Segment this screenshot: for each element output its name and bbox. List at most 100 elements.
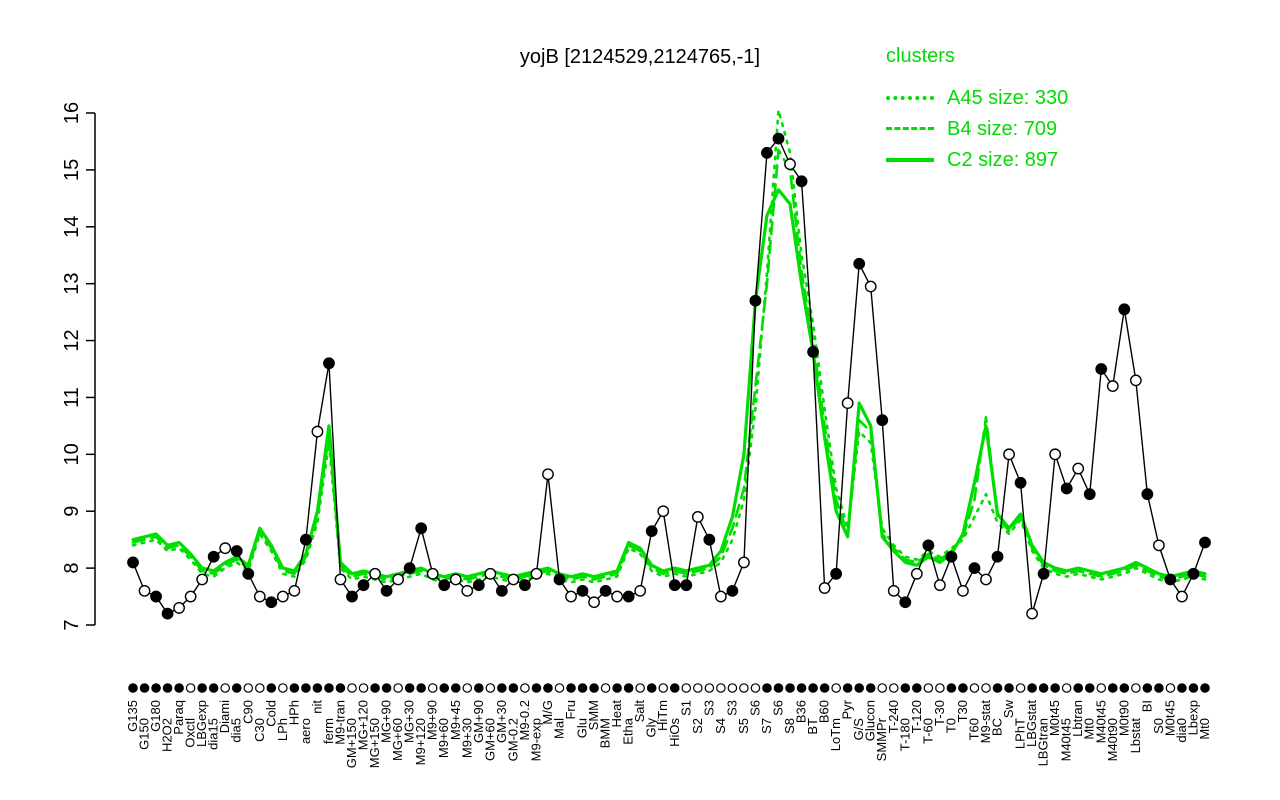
data-point	[334, 573, 347, 586]
axis-marker	[427, 683, 438, 693]
x-axis-label: Glucon	[863, 700, 878, 741]
axis-marker	[128, 683, 138, 693]
data-point	[922, 539, 935, 552]
axis-marker	[762, 683, 772, 693]
axis-marker	[785, 683, 795, 693]
axis-marker	[254, 683, 265, 693]
data-point	[461, 584, 474, 597]
axis-marker	[393, 683, 403, 693]
data-point	[933, 579, 946, 592]
data-point	[772, 132, 785, 145]
data-point	[680, 579, 693, 592]
data-point	[380, 584, 393, 597]
data-point	[1164, 573, 1177, 586]
axis-marker	[497, 683, 507, 693]
x-axis-label: M9+120	[413, 718, 428, 765]
data-point	[576, 584, 589, 597]
x-axis-label: M9-stat	[978, 700, 993, 744]
axis-marker	[646, 683, 657, 693]
data-point	[864, 280, 877, 293]
axis-marker	[1131, 683, 1141, 693]
solid-line-sample-icon	[886, 157, 934, 162]
axis-marker	[612, 683, 622, 693]
data-point	[265, 596, 278, 609]
data-point	[703, 533, 716, 546]
x-axis-label: M9+30	[459, 718, 474, 758]
axis-marker	[716, 683, 726, 693]
axis-marker	[727, 683, 738, 693]
y-tick-label: 7	[61, 619, 83, 630]
x-axis-label: G150	[137, 718, 152, 750]
data-point	[634, 584, 647, 597]
x-axis-label: S1	[678, 700, 693, 716]
data-point	[761, 146, 773, 159]
axis-marker	[900, 683, 911, 693]
x-axis-label: M40t90	[1105, 718, 1120, 761]
data-point	[1072, 462, 1085, 475]
axis-marker	[531, 683, 542, 693]
data-point	[449, 573, 462, 586]
data-point	[588, 596, 600, 609]
data-point	[276, 590, 289, 603]
axis-marker	[370, 683, 380, 693]
axis-marker	[508, 683, 519, 693]
x-axis-label: LPhT	[1013, 718, 1028, 749]
x-axis-label: LBGtran	[1036, 718, 1051, 766]
axis-marker	[301, 683, 311, 693]
data-point	[207, 550, 220, 563]
data-point	[714, 590, 727, 603]
x-axis-label: Sw	[1001, 699, 1016, 718]
x-axis-label: T-120	[909, 700, 924, 733]
x-axis-label: T-180	[897, 718, 912, 751]
axis-marker	[888, 683, 899, 693]
axis-marker	[381, 683, 392, 693]
axis-marker	[243, 683, 254, 693]
data-point	[357, 579, 370, 592]
x-axis-label: H2O2	[160, 718, 175, 752]
x-axis-label: M40t45	[1093, 700, 1108, 743]
x-axis-label: M0t90	[1116, 700, 1131, 736]
x-axis-label: dia15	[206, 718, 221, 750]
axis-marker	[1061, 683, 1072, 693]
data-point	[1026, 607, 1038, 620]
data-point	[484, 567, 497, 580]
data-point	[369, 567, 381, 580]
y-tick-label: 15	[61, 159, 83, 181]
axis-marker	[197, 683, 207, 693]
axis-marker	[842, 683, 853, 693]
x-axis-label: G180	[148, 700, 163, 732]
data-point	[507, 573, 520, 586]
axis-marker	[577, 683, 588, 693]
axis-marker	[992, 683, 1003, 693]
dashed-line-sample-icon	[886, 127, 934, 130]
x-axis-label: G135	[125, 700, 140, 732]
x-axis-label: Paraq	[171, 700, 186, 735]
data-point	[818, 582, 831, 594]
axis-marker	[819, 683, 830, 693]
y-tick-label: 9	[61, 506, 83, 517]
x-axis-label: Glu	[575, 718, 590, 738]
data-point	[738, 556, 750, 569]
axis-marker	[1177, 683, 1187, 693]
x-axis-label: S6	[747, 700, 762, 716]
x-axis-label: Salt	[632, 700, 647, 723]
data-point	[127, 556, 139, 569]
x-axis-label: M9+60	[436, 718, 451, 758]
x-axis-label: dia0	[1174, 718, 1189, 743]
x-axis-label: LBGexp	[194, 700, 209, 747]
axis-marker	[877, 683, 888, 693]
data-point	[1141, 488, 1154, 501]
y-tick-label: 11	[61, 387, 83, 408]
axis-marker	[162, 683, 173, 693]
data-point	[392, 573, 405, 586]
axis-marker	[589, 683, 599, 693]
axis-marker	[324, 683, 334, 693]
y-tick-label: 8	[61, 563, 83, 574]
x-axis-label: S4	[713, 718, 728, 734]
legend-entry-label: A45 size: 330	[947, 86, 1069, 109]
x-axis-label: M0t45	[1047, 700, 1062, 736]
gene-profile-line	[132, 137, 1206, 615]
axis-marker	[278, 683, 288, 693]
